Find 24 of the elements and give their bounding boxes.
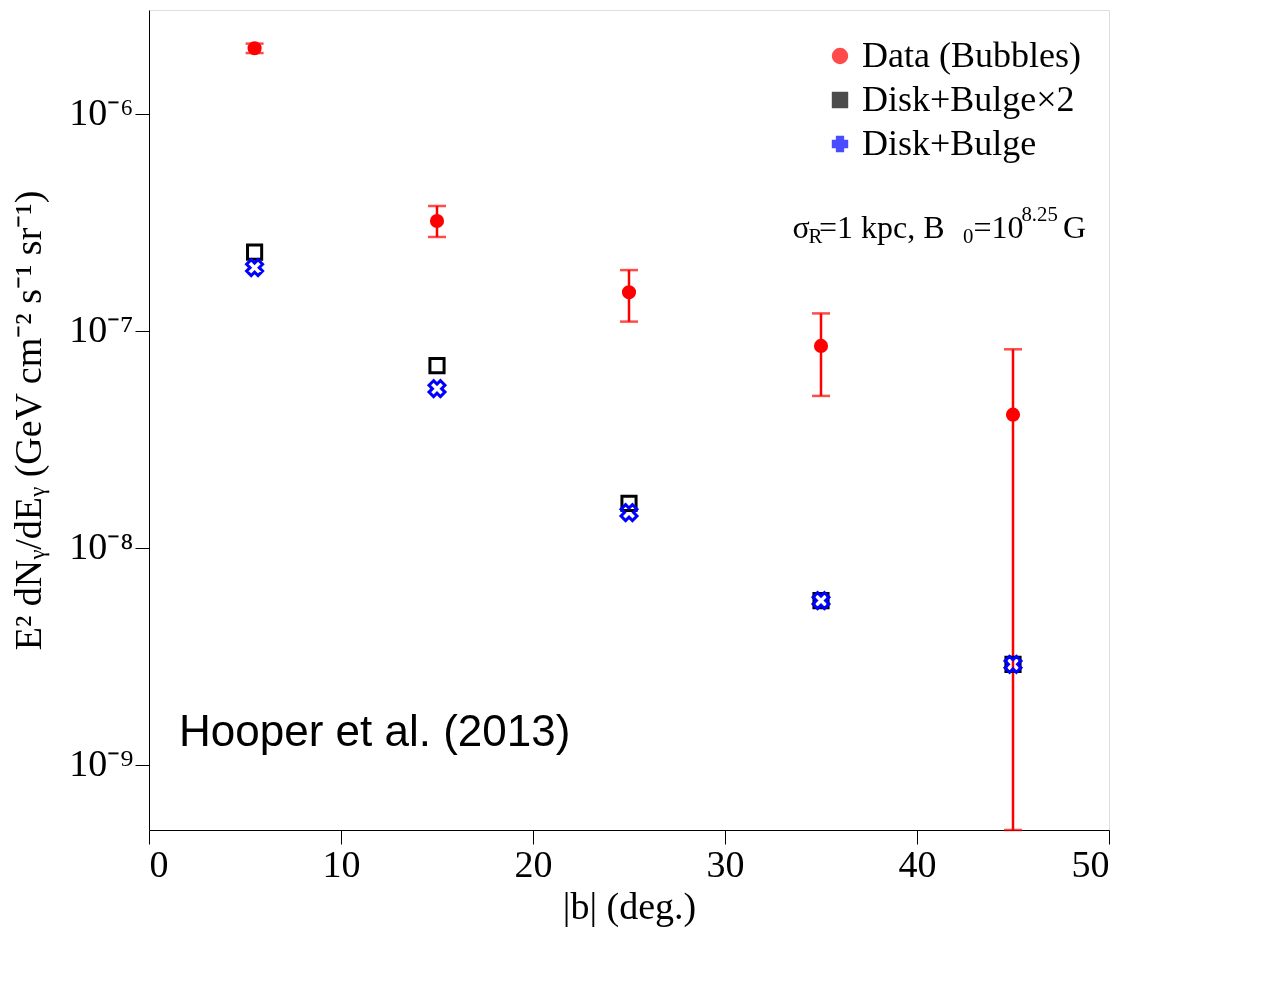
legend-label: Data (Bubbles) [862, 35, 1081, 75]
annotation: Hooper et al. (2013) [179, 706, 571, 755]
x-tick-label: 10 [322, 842, 361, 885]
y-axis-title: E² dNᵧ/dEᵧ (GeV cm⁻² s⁻¹ sr⁻¹) [7, 190, 51, 651]
point [619, 503, 639, 523]
point [427, 379, 447, 399]
point [245, 258, 265, 278]
y-tick-label: 10⁻⁹ [69, 742, 134, 785]
point [621, 285, 637, 300]
x-tick-label: 50 [1071, 842, 1110, 885]
y-tick-label: 10⁻⁸ [69, 525, 134, 568]
x-axis-title: |b| (deg.) [562, 884, 697, 928]
x-tick-label: 40 [898, 842, 937, 885]
y-tick-label: 10⁻⁷ [69, 308, 134, 351]
x-tick-label: 30 [706, 842, 745, 885]
x-tick-label: 20 [514, 842, 553, 885]
point [428, 357, 446, 375]
point [429, 213, 445, 229]
point [813, 338, 829, 353]
y-tick-label: 10⁻⁶ [69, 91, 134, 134]
legend-label: Disk+Bulge×2 [862, 79, 1075, 119]
legend-label: Disk+Bulge [862, 123, 1037, 163]
point [1005, 407, 1021, 422]
x-tick-label: 0 [149, 842, 169, 885]
